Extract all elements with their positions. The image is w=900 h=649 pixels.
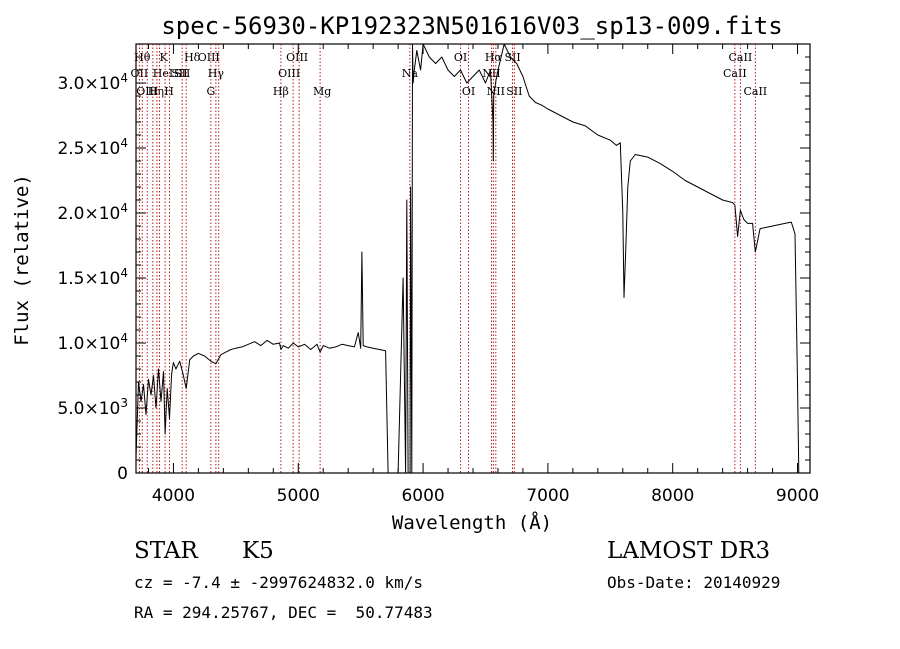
y-tick-label: 2.0×104 xyxy=(57,201,128,224)
line-marker-label: SII xyxy=(506,85,522,98)
y-tick-mantissa: 0 xyxy=(117,464,128,484)
line-marker-label: OIII xyxy=(198,51,220,64)
line-marker-label: OIII xyxy=(278,67,300,80)
line-marker-label: Hθ xyxy=(134,51,151,64)
line-marker-label: Hδ xyxy=(184,51,201,64)
flux-series xyxy=(136,44,800,473)
x-tick-label: 8000 xyxy=(651,486,694,506)
line-marker-label: CaII xyxy=(729,51,753,64)
x-tick-label: 6000 xyxy=(401,486,444,506)
y-tick-exponent: 4 xyxy=(120,71,128,85)
observation-date: Obs-Date: 20140929 xyxy=(607,573,781,592)
y-axis-label: Flux (relative) xyxy=(11,174,33,346)
y-tick-exponent: 4 xyxy=(120,266,128,280)
y-tick-label: 2.5×104 xyxy=(57,136,128,159)
line-marker-label: SII xyxy=(504,51,520,64)
chart-title: spec-56930-KP192323N501616V03_sp13-009.f… xyxy=(161,12,782,40)
plot-frame xyxy=(135,43,811,474)
y-tick-label: 1.5×104 xyxy=(57,266,128,289)
x-axis-ticks: 4000 5000 6000 7000 8000 9000 xyxy=(147,44,819,506)
line-marker-label: K xyxy=(159,51,168,64)
coordinates: RA = 294.25767, DEC = 50.77483 xyxy=(134,603,433,622)
plot-axes xyxy=(135,43,811,474)
y-tick-exponent: 4 xyxy=(120,331,128,345)
line-marker-label: OI xyxy=(462,85,475,98)
line-marker-label: OI xyxy=(454,51,467,64)
y-tick-exponent: 4 xyxy=(120,201,128,215)
y-tick-label: 1.0×104 xyxy=(57,331,128,354)
x-axis-label: Wavelength (Å) xyxy=(392,511,552,534)
line-marker-label: Na xyxy=(402,67,419,80)
y-tick-mantissa: 3.0×10 xyxy=(57,74,120,94)
line-marker-label: Hη xyxy=(148,85,164,98)
survey-name: LAMOST DR3 xyxy=(607,538,771,564)
x-tick-label: 5000 xyxy=(277,486,320,506)
line-marker-label: OIII xyxy=(136,85,158,98)
flux-line xyxy=(136,44,800,473)
y-tick-mantissa: 1.5×10 xyxy=(57,269,120,289)
line-marker-label: Hβ xyxy=(273,85,289,98)
line-marker-label: SII xyxy=(171,67,187,80)
y-tick-exponent: 4 xyxy=(120,136,128,150)
line-marker-label: HeI xyxy=(153,67,173,80)
line-marker-label: CaII xyxy=(743,85,767,98)
line-marker-label: Hα xyxy=(485,51,503,64)
y-tick-label: 3.0×104 xyxy=(57,71,128,94)
y-tick-label: 5.0×103 xyxy=(57,396,128,419)
line-marker-label: H xyxy=(164,85,174,98)
line-marker-label: Mg xyxy=(313,85,331,98)
line-marker-label: OIII xyxy=(286,51,308,64)
y-axis-ticks: 05.0×1031.0×1041.5×1042.0×1042.5×1043.0×… xyxy=(57,56,810,484)
object-subclass: K5 xyxy=(242,538,274,564)
y-tick-exponent: 3 xyxy=(120,396,128,410)
x-tick-label: 7000 xyxy=(526,486,569,506)
line-marker-label: Hγ xyxy=(208,67,225,80)
line-marker-label: CaII xyxy=(723,67,747,80)
y-tick-mantissa: 2.5×10 xyxy=(57,139,120,159)
x-tick-label: 9000 xyxy=(776,486,819,506)
line-marker-label: OII xyxy=(131,67,149,80)
y-tick-label: 0 xyxy=(117,464,128,484)
emission-line-markers: OIIHθOIIIHηHeIKHSIISIIHδGHγOIIIHβOIIIOII… xyxy=(131,44,767,473)
y-tick-mantissa: 1.0×10 xyxy=(57,334,120,354)
x-tick-label: 4000 xyxy=(152,486,195,506)
y-tick-mantissa: 5.0×10 xyxy=(57,399,120,419)
line-marker-label: NII xyxy=(487,85,505,98)
line-marker-label: SII xyxy=(174,67,190,80)
line-marker-label: G xyxy=(206,85,215,98)
y-tick-mantissa: 2.0×10 xyxy=(57,204,120,224)
object-class: STAR xyxy=(134,538,198,564)
redshift-velocity: cz = -7.4 ± -2997624832.0 km/s xyxy=(134,573,423,592)
